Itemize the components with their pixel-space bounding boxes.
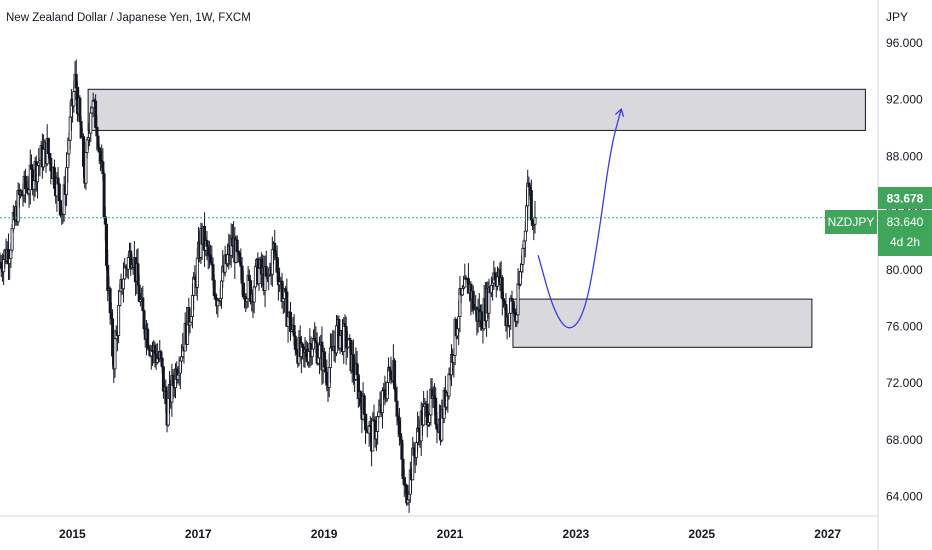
y-tick-label: 68.000 [886, 433, 923, 447]
candle-body [533, 217, 537, 225]
chart-title: New Zealand Dollar / Japanese Yen, 1W, F… [6, 12, 251, 24]
candle-body [126, 257, 130, 270]
candle-body [121, 278, 125, 290]
candle-body [146, 328, 150, 348]
candle-body [46, 138, 50, 154]
candle-body [59, 200, 63, 216]
candles-layer [0, 59, 537, 513]
candle-body [89, 112, 93, 134]
candle-body [113, 338, 117, 370]
candle-body [235, 239, 239, 253]
projection-layer [537, 107, 625, 329]
candle-body [160, 357, 164, 368]
high-price-badge [878, 187, 932, 209]
candle-body [318, 344, 322, 359]
y-tick-label: 76.000 [886, 320, 923, 334]
last-price-value: 83.640 [887, 215, 924, 229]
y-tick-label: 88.000 [886, 149, 923, 163]
symbol-label: NZDJPY [828, 215, 875, 229]
currency-label: JPY [886, 10, 908, 24]
candle-body [42, 148, 46, 168]
y-tick-label: 72.000 [886, 376, 923, 390]
candle-body [376, 416, 380, 432]
candle-body [117, 305, 121, 336]
y-tick-label: 64.000 [886, 490, 923, 504]
x-tick-label: 2027 [814, 527, 841, 541]
zones-layer [87, 88, 866, 348]
countdown-label: 4d 2h [890, 235, 920, 249]
projection-arrowhead [614, 107, 625, 117]
y-tick-label: 96.000 [886, 36, 923, 50]
last-price-badge [878, 210, 932, 256]
resistance-zone[interactable] [87, 88, 866, 131]
projection-curve[interactable] [537, 108, 622, 329]
y-tick-label: 92.000 [886, 93, 923, 107]
x-tick-label: 2019 [311, 527, 338, 541]
candle-body [57, 183, 61, 202]
x-tick-label: 2023 [563, 527, 590, 541]
candle-body [529, 190, 533, 221]
x-axis-ticks[interactable]: 2015 2017 2019 2021 2023 2025 2027 [59, 527, 841, 541]
y-axis-ticks[interactable]: 96.00092.00088.00084.00080.00076.00072.0… [886, 36, 923, 504]
symbol-badge [825, 210, 877, 234]
support-zone[interactable] [512, 298, 813, 348]
x-tick-label: 2017 [185, 527, 212, 541]
x-tick-label: 2015 [59, 527, 86, 541]
x-tick-label: 2021 [437, 527, 464, 541]
y-tick-label: 80.000 [886, 263, 923, 277]
candle-body [362, 395, 366, 415]
price-badges: 83.678 NZDJPY 83.640 4d 2h [825, 187, 932, 256]
x-tick-label: 2025 [688, 527, 715, 541]
high-price-value: 83.678 [887, 192, 924, 206]
candle-body [195, 257, 199, 288]
candle-body [264, 266, 268, 277]
